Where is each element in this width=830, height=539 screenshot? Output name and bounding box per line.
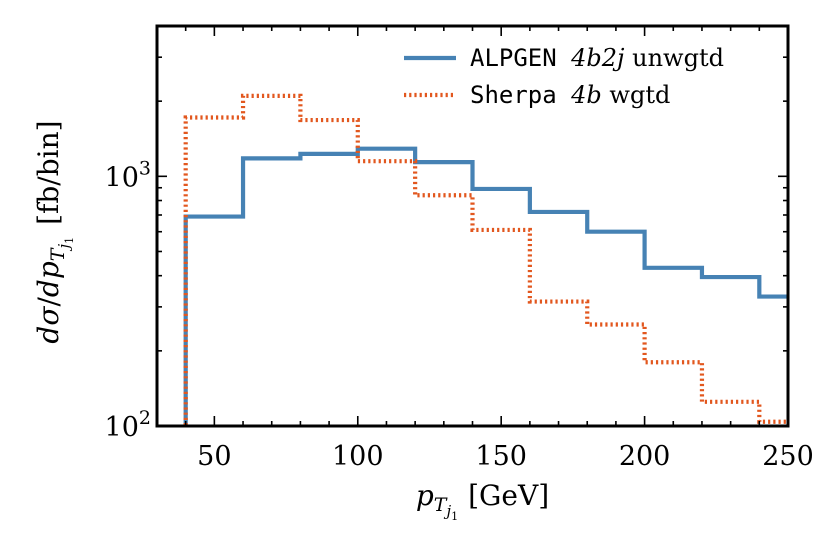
ticks-layer: 50 100 150 200 250 102 103	[105, 25, 814, 472]
x-tick-label: 250	[762, 441, 814, 472]
legend-label-1: Sherpa 4b wgtd	[470, 81, 670, 109]
x-tick-label: 50	[197, 441, 231, 472]
y-tick-label: 103	[105, 157, 151, 193]
y-axis-label: dσ/dpTj1[fb/bin]	[32, 120, 76, 343]
plot-frame	[155, 24, 790, 428]
x-tick-label: 200	[619, 441, 671, 472]
series-0-line	[183, 146, 788, 426]
x-axis-label: pTj1[GeV]	[416, 479, 549, 523]
x-tick-label: 150	[475, 441, 527, 472]
series-1-line	[183, 93, 788, 426]
legend: ALPGEN 4b2j unwgtd Sherpa 4b wgtd	[404, 44, 724, 109]
y-tick-label: 102	[105, 407, 151, 443]
series-layer	[183, 93, 788, 426]
legend-label-0: ALPGEN 4b2j unwgtd	[470, 44, 724, 72]
labels-layer: pTj1[GeV] dσ/dpTj1[fb/bin]	[32, 120, 549, 523]
x-tick-label: 100	[332, 441, 384, 472]
